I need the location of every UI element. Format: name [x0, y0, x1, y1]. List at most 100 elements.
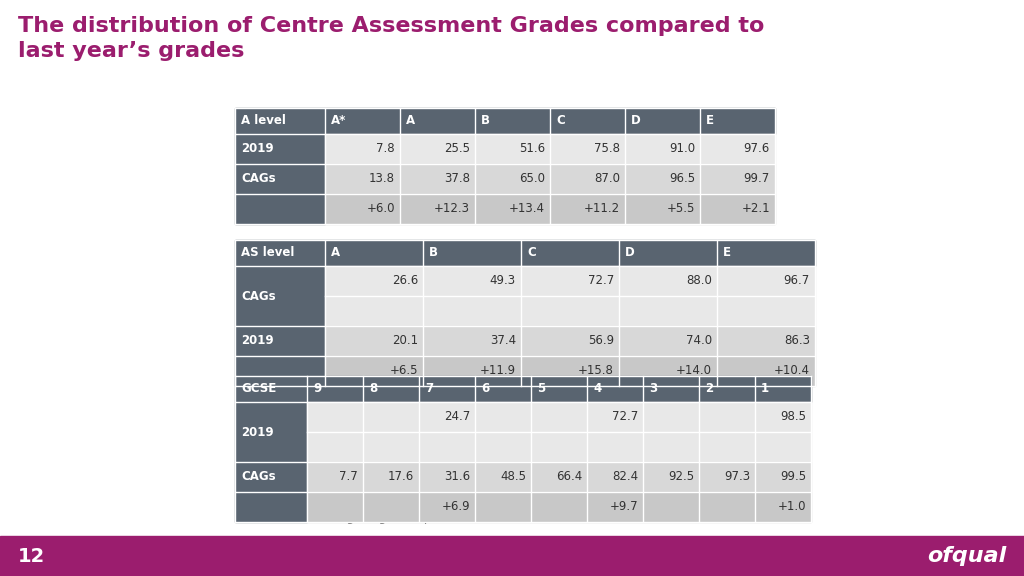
Bar	[475, 108, 550, 134]
Text: A: A	[406, 115, 415, 127]
Text: C: C	[527, 247, 536, 260]
Bar	[531, 376, 587, 402]
Text: 12: 12	[18, 547, 45, 566]
Text: 1: 1	[761, 382, 769, 396]
Bar	[521, 240, 618, 266]
Text: 4: 4	[593, 382, 601, 396]
Text: 88.0: 88.0	[686, 275, 712, 287]
Text: 72.7: 72.7	[588, 275, 614, 287]
Bar	[400, 194, 475, 224]
Text: CAGs: CAGs	[241, 172, 275, 185]
Bar	[362, 462, 419, 492]
Text: 98.5: 98.5	[780, 411, 806, 423]
Text: 37.4: 37.4	[489, 335, 516, 347]
Bar	[550, 134, 625, 164]
Text: E: E	[706, 115, 714, 127]
Text: GCSE: GCSE	[241, 382, 276, 396]
Text: 66.4: 66.4	[556, 471, 582, 483]
Text: +6.9: +6.9	[441, 501, 470, 513]
Bar	[362, 376, 419, 402]
Bar	[234, 462, 307, 492]
Bar	[234, 134, 325, 164]
Bar	[307, 492, 362, 522]
Text: 86.3: 86.3	[784, 335, 810, 347]
Text: +14.0: +14.0	[676, 365, 712, 377]
Bar	[521, 356, 618, 386]
Text: 20.1: 20.1	[392, 335, 418, 347]
Bar	[325, 326, 423, 356]
Text: 2019: 2019	[241, 335, 273, 347]
Bar	[717, 266, 815, 326]
Text: 2019: 2019	[241, 142, 273, 156]
Bar	[307, 376, 362, 402]
Text: +5.5: +5.5	[667, 203, 695, 215]
Bar	[550, 164, 625, 194]
Bar	[234, 402, 307, 462]
Text: 2019: 2019	[241, 426, 273, 438]
Text: E: E	[723, 247, 731, 260]
Text: D: D	[631, 115, 641, 127]
Text: 72.7: 72.7	[611, 411, 638, 423]
Bar	[755, 376, 811, 402]
Bar	[643, 402, 699, 462]
Text: 17.6: 17.6	[388, 471, 414, 483]
Bar	[234, 164, 325, 194]
Bar	[234, 240, 325, 266]
Bar	[234, 266, 325, 326]
Text: 37.8: 37.8	[444, 172, 470, 185]
Text: +2.1: +2.1	[741, 203, 770, 215]
Text: +15.8: +15.8	[579, 365, 614, 377]
Text: 48.5: 48.5	[500, 471, 526, 483]
Bar	[307, 402, 362, 462]
Bar	[643, 492, 699, 522]
Bar	[325, 240, 423, 266]
Text: 87.0: 87.0	[594, 172, 620, 185]
Bar	[475, 164, 550, 194]
Text: +6.5: +6.5	[389, 365, 418, 377]
Text: 24.7: 24.7	[443, 411, 470, 423]
Bar	[643, 376, 699, 402]
Text: 31.6: 31.6	[443, 471, 470, 483]
Bar	[234, 376, 307, 402]
Bar	[362, 492, 419, 522]
Text: 9: 9	[313, 382, 322, 396]
Bar	[618, 266, 717, 326]
Bar	[531, 492, 587, 522]
Text: 25.5: 25.5	[444, 142, 470, 156]
Bar	[618, 356, 717, 386]
Bar	[699, 492, 755, 522]
Bar	[423, 356, 521, 386]
Text: 7.7: 7.7	[339, 471, 358, 483]
Text: A level: A level	[241, 115, 286, 127]
Bar	[587, 492, 643, 522]
Bar	[475, 492, 531, 522]
Bar	[475, 462, 531, 492]
Bar	[699, 402, 755, 462]
Bar	[423, 326, 521, 356]
Text: 2: 2	[705, 382, 713, 396]
Bar	[325, 356, 423, 386]
Text: 65.0: 65.0	[519, 172, 545, 185]
Text: 99.5: 99.5	[780, 471, 806, 483]
Text: +10.4: +10.4	[774, 365, 810, 377]
Bar	[755, 462, 811, 492]
Bar	[717, 356, 815, 386]
Text: 97.3: 97.3	[724, 471, 750, 483]
Bar	[475, 194, 550, 224]
Bar	[700, 134, 775, 164]
Bar	[325, 164, 400, 194]
Bar	[625, 164, 700, 194]
Text: Data based on target age for qualification and on a like for like basis: Data based on target age for qualificati…	[234, 511, 665, 524]
Text: 51.6: 51.6	[519, 142, 545, 156]
Text: 96.7: 96.7	[783, 275, 810, 287]
Text: CAGs: CAGs	[241, 290, 275, 302]
Text: CAGs: CAGs	[241, 471, 275, 483]
Bar	[362, 402, 419, 462]
Bar	[643, 462, 699, 492]
Text: D: D	[625, 247, 635, 260]
Bar	[475, 402, 531, 462]
Bar	[618, 240, 717, 266]
Bar	[234, 194, 325, 224]
Text: 99.7: 99.7	[743, 172, 770, 185]
Text: 5: 5	[537, 382, 545, 396]
